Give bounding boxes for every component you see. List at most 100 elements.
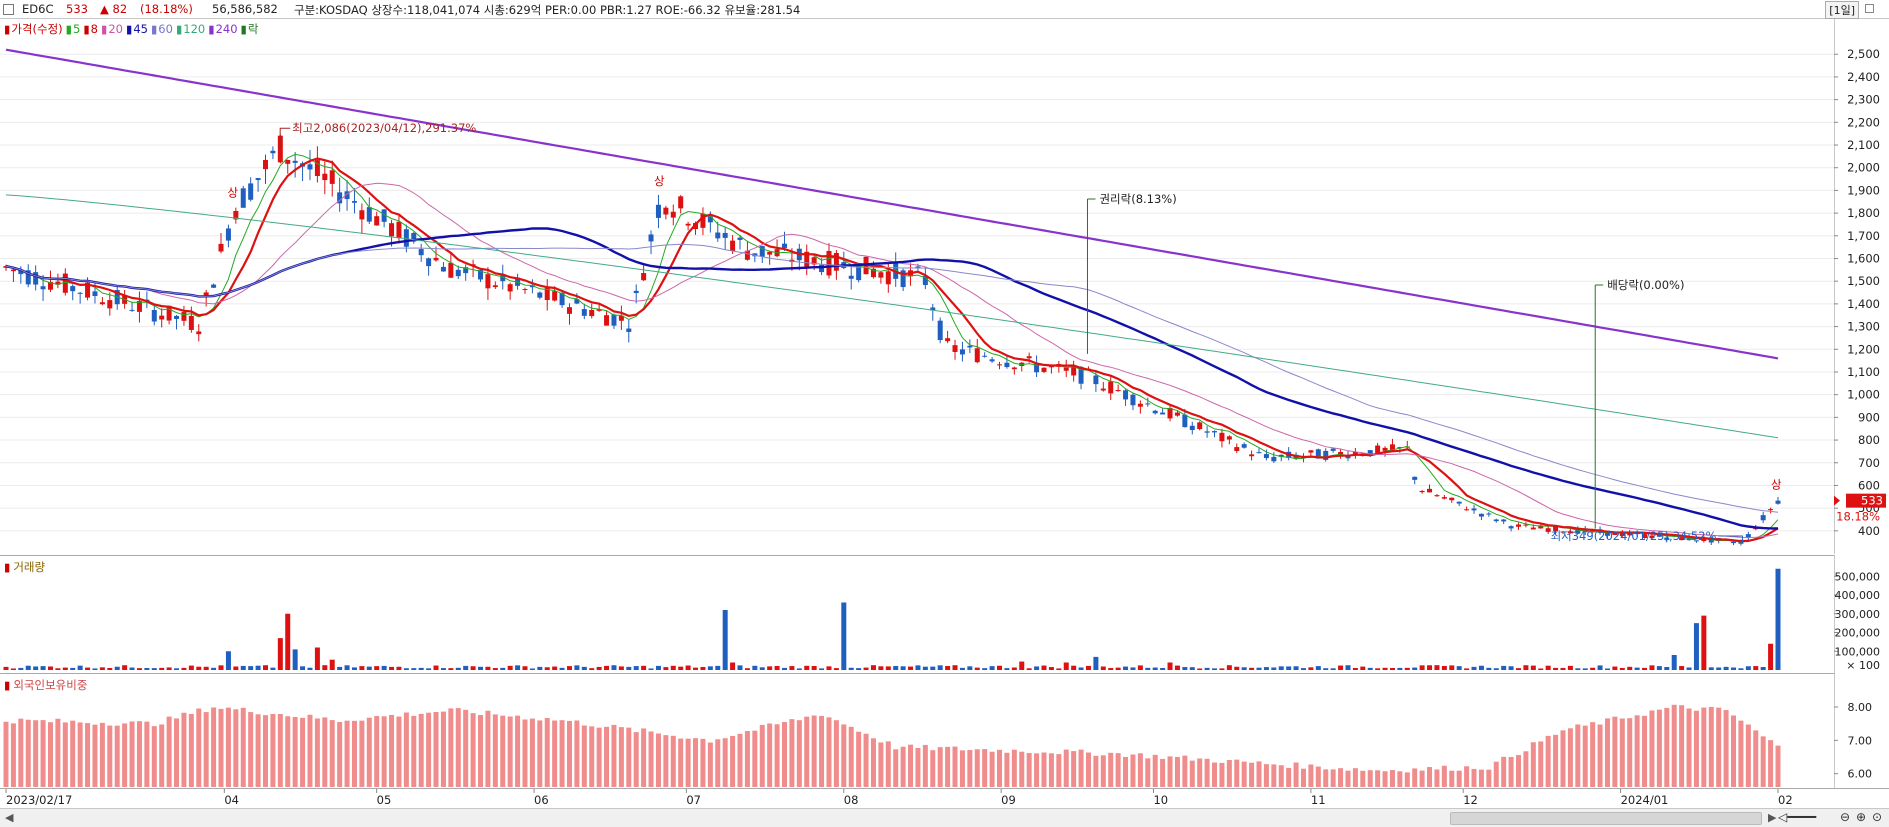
volume-bar	[922, 666, 928, 670]
volume-bar	[1612, 666, 1618, 670]
candle-body	[1501, 519, 1507, 522]
volume-bar	[1278, 666, 1284, 670]
volume-bar	[1315, 666, 1321, 670]
candle-body	[730, 240, 736, 252]
volume-bar	[989, 666, 995, 670]
candle-body	[967, 345, 973, 348]
candle-body	[537, 292, 543, 298]
volume-bar	[1352, 667, 1358, 670]
volume-bar	[1093, 656, 1099, 670]
candle-body	[878, 272, 884, 278]
volume-bar	[211, 667, 217, 670]
zoom-reset-icon[interactable]: ⊙	[1872, 810, 1883, 824]
volume-bar	[1412, 667, 1418, 670]
volume-bar	[974, 667, 980, 670]
legend-swatch: ▮	[65, 22, 72, 36]
x-tick-label: 06	[534, 793, 549, 807]
foreign-chart[interactable]: 8.00 7.00 6.00	[0, 673, 1889, 788]
volume-bar	[47, 666, 53, 670]
foreign-bar	[1271, 764, 1277, 787]
scroll-thumb[interactable]	[1450, 812, 1762, 825]
window-controls[interactable]	[1863, 3, 1883, 13]
y-tick-label: 1,900	[1847, 183, 1880, 197]
volume-bar	[604, 665, 610, 670]
candle-body	[1427, 488, 1433, 493]
volume-bar	[1286, 666, 1292, 670]
volume-bar	[1389, 667, 1395, 670]
zoom-out-icon[interactable]: ⊖	[1840, 810, 1851, 824]
ma-line-20	[5, 182, 1779, 539]
volume-bar	[233, 666, 239, 670]
foreign-bar	[693, 738, 699, 787]
select-checkbox[interactable]	[3, 4, 14, 15]
legend-swatch: ▮	[240, 22, 247, 36]
foreign-bar	[1642, 715, 1648, 787]
volume-bar	[1338, 665, 1344, 670]
period-button[interactable]: [1일]	[1825, 1, 1859, 19]
volume-bar	[715, 665, 721, 670]
foreign-bar	[997, 749, 1003, 787]
candle-body	[285, 160, 291, 164]
volume-bar	[1078, 667, 1084, 670]
foreign-bar	[781, 722, 787, 787]
foreign-bar	[40, 720, 46, 787]
foreign-bar	[1449, 770, 1455, 787]
volume-bar	[292, 649, 298, 670]
foreign-bar	[359, 720, 365, 787]
volume-bar	[270, 667, 276, 670]
volume-bar	[952, 665, 958, 670]
scroll-left-icon[interactable]: ◀	[5, 811, 14, 824]
foreign-bar	[351, 720, 357, 787]
foreign-bar	[922, 744, 928, 787]
y-tick-label: 1,800	[1847, 206, 1880, 220]
zoom-in-icon[interactable]: ⊕	[1856, 810, 1867, 824]
foreign-bar	[952, 746, 958, 787]
volume-bar	[856, 668, 862, 670]
candle-body	[99, 302, 105, 305]
volume-bar	[359, 666, 365, 670]
volume-bar	[730, 662, 736, 670]
candle-body	[566, 307, 572, 314]
volume-chart[interactable]: 500,000 400,000 300,000 200,000 100,000× 100	[0, 555, 1889, 673]
volume-bar	[744, 668, 750, 670]
limit-up-mark: 상	[1771, 478, 1782, 492]
price-chart[interactable]: 4005006007008009001,0001,1001,2001,3001,…	[0, 19, 1889, 555]
legend-swatch: ▮	[175, 22, 183, 36]
volume-bar	[277, 638, 283, 670]
candle-body	[900, 270, 906, 288]
foreign-bar	[596, 727, 602, 787]
candle-body	[552, 291, 558, 301]
candle-body	[589, 310, 595, 317]
candle-body	[1123, 390, 1129, 400]
candle-body	[1041, 367, 1047, 372]
scroll-right-icon[interactable]: ▶	[1768, 811, 1777, 824]
volume-bar	[1745, 666, 1751, 670]
candle-body	[1523, 524, 1529, 526]
foreign-bar	[722, 738, 728, 787]
x-tick-label: 2023/02/17	[6, 793, 72, 807]
zoom-slider-icon[interactable]: ◁━━━━	[1778, 810, 1817, 824]
volume-bar	[507, 665, 513, 670]
candle-body	[1308, 450, 1314, 453]
foreign-bar	[411, 715, 417, 787]
foreign-bar	[1130, 754, 1136, 787]
foreign-bar	[1597, 724, 1603, 787]
foreign-bar	[1478, 769, 1484, 787]
volume-bar	[1293, 666, 1299, 670]
foreign-legend-label: 외국인보유비중	[13, 678, 88, 692]
candle-body	[1174, 412, 1180, 416]
volume-bar	[1219, 668, 1225, 670]
horizontal-scrollbar[interactable]: ◀ ▶ ◁━━━━ ⊖ ⊕ ⊙	[0, 808, 1889, 827]
volume-bar	[1590, 667, 1596, 670]
foreign-bar	[136, 721, 142, 787]
candle-body	[344, 191, 350, 200]
volume-bar	[1212, 668, 1218, 670]
legend-swatch: ▮	[125, 22, 133, 36]
restore-icon[interactable]	[1865, 4, 1874, 13]
candle-body	[1130, 394, 1136, 406]
foreign-bar	[248, 712, 254, 787]
candle-body	[811, 257, 817, 265]
volume-bar	[1427, 665, 1433, 670]
volume-bar	[1538, 668, 1544, 670]
foreign-bar	[789, 719, 795, 787]
